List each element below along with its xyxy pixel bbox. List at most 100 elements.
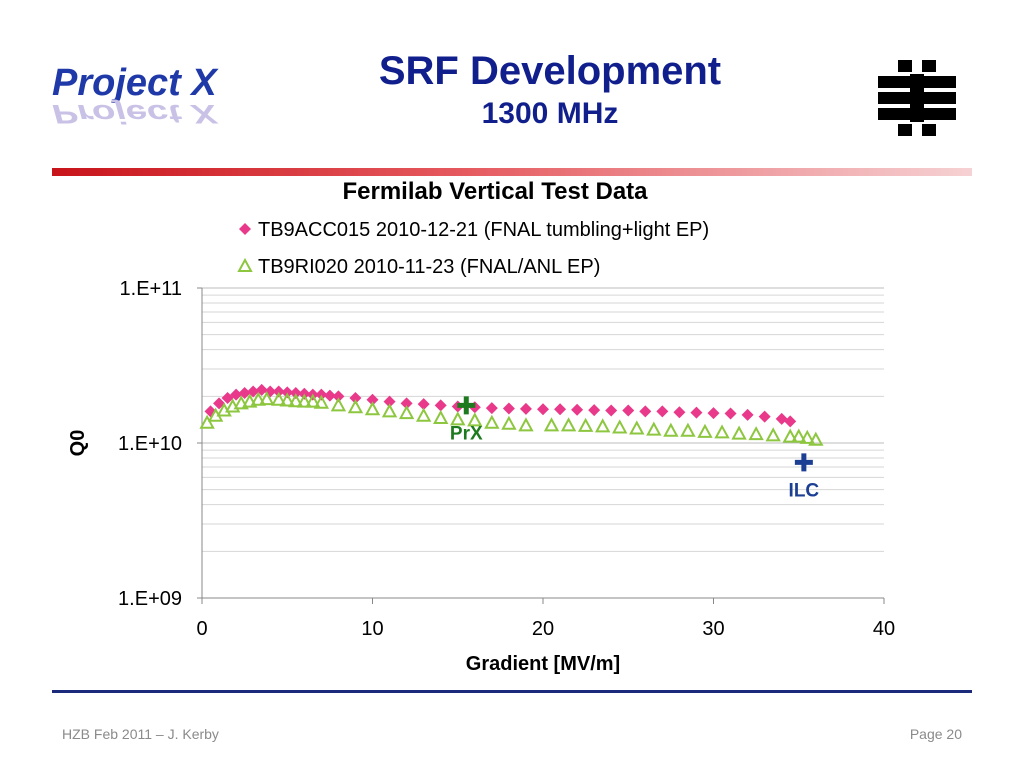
series-1-point xyxy=(238,387,251,400)
series-1-point xyxy=(485,402,498,415)
series-2-point xyxy=(415,407,432,422)
chart-title: Fermilab Vertical Test Data xyxy=(342,178,648,205)
series-2-point xyxy=(594,418,611,433)
series-2-point xyxy=(799,429,815,444)
series-2-point xyxy=(364,401,381,416)
series-2-point xyxy=(233,395,249,410)
series-1-point xyxy=(571,403,584,416)
series-2-point xyxy=(697,423,713,438)
series-2-point xyxy=(791,428,807,443)
legend-label-series-2: TB9RI020 2010-11-23 (FNAL/ANL EP) xyxy=(258,256,600,278)
x-axis-label: Gradient [MV/m] xyxy=(466,653,620,675)
series-1-point xyxy=(519,402,532,415)
y-tick-labels: 1.E+09 1.E+10 1.E+11 xyxy=(118,278,202,610)
series-2-point xyxy=(680,422,696,437)
annotation-prx-label: PrX xyxy=(450,423,483,444)
legend-marker-triangle xyxy=(237,257,253,272)
legend-marker-diamond xyxy=(239,223,251,235)
footer-author: HZB Feb 2011 – J. Kerby xyxy=(62,726,219,742)
series-2-point xyxy=(577,417,594,432)
series-2-point xyxy=(296,393,312,408)
slide-subtitle: 1300 MHz xyxy=(481,97,619,130)
series-2-point xyxy=(259,390,275,406)
series-2-point xyxy=(560,417,577,432)
series-2-point xyxy=(288,393,304,408)
series-1-point xyxy=(605,404,618,417)
slide-title-block: SRF Development 1300 MHz xyxy=(300,48,800,134)
q0-vs-gradient-chart: Fermilab Vertical Test Data TB9ACC015 20… xyxy=(67,178,895,675)
slide-title: SRF Development xyxy=(378,49,722,93)
series-1-point xyxy=(230,388,243,401)
series-2-point xyxy=(467,412,483,427)
series-2-point xyxy=(629,420,645,435)
series-1-point xyxy=(289,387,302,400)
series-1-point xyxy=(332,390,345,403)
x-tick-label: 0 xyxy=(196,618,207,640)
series-1-point xyxy=(417,398,430,411)
y-tick-label: 1.E+10 xyxy=(118,433,182,455)
series-2-point xyxy=(398,404,415,420)
series-2-point xyxy=(250,391,266,406)
x-tick-label: 40 xyxy=(873,618,895,640)
series-1-point xyxy=(707,407,720,420)
series-2-point xyxy=(808,431,824,446)
series-2-point xyxy=(782,428,798,443)
x-tick-labels: 0 10 20 30 40 xyxy=(196,598,895,640)
gridlines xyxy=(202,287,884,599)
project-x-logo-text: Project X xyxy=(52,62,217,104)
series-1-point xyxy=(656,405,669,418)
series-2-point xyxy=(271,391,287,406)
series-2-point xyxy=(484,414,500,429)
series-2-point xyxy=(242,393,258,408)
series-2-point xyxy=(347,399,364,414)
series-1-point xyxy=(673,406,686,419)
x-tick-label: 10 xyxy=(361,618,383,640)
project-x-logo: Project X Project X xyxy=(52,62,242,142)
series-1-point xyxy=(622,404,635,417)
series-2-point xyxy=(663,422,679,437)
series-1-point xyxy=(775,412,788,425)
fermilab-logo-icon xyxy=(878,60,956,136)
annotation-prx-marker xyxy=(457,396,476,415)
series-2-point xyxy=(518,417,534,432)
y-tick-label: 1.E+09 xyxy=(118,588,182,610)
series-2-point xyxy=(313,394,330,409)
series-1-point xyxy=(272,385,285,398)
series-1-point xyxy=(434,399,447,412)
x-tick-label: 30 xyxy=(702,618,724,640)
series-1-point xyxy=(537,403,549,416)
series-1-point xyxy=(366,393,379,406)
series-2-point xyxy=(330,397,347,412)
series-2-point xyxy=(450,411,466,426)
series-2-point xyxy=(748,426,764,441)
series-2-point xyxy=(279,392,295,407)
series-2-point xyxy=(646,421,662,436)
series-1-point xyxy=(383,395,396,408)
series-1-point xyxy=(323,389,336,402)
series-1-point xyxy=(588,404,601,417)
series-1-point xyxy=(758,410,771,423)
series-2-point xyxy=(765,427,781,442)
series-2-point xyxy=(612,419,628,434)
legend: TB9ACC015 2010-12-21 (FNAL tumbling+ligh… xyxy=(237,219,709,278)
series-2-points xyxy=(199,390,824,446)
footer-divider xyxy=(52,690,972,693)
series-1-point xyxy=(554,403,567,416)
series-2-point xyxy=(501,415,517,430)
series-2-point xyxy=(433,409,449,424)
y-axis-label: Q0 xyxy=(67,430,89,457)
series-2-point xyxy=(731,425,747,440)
x-tick-label: 20 xyxy=(532,618,554,640)
series-1-point xyxy=(784,415,797,428)
annotation-ilc-label: ILC xyxy=(789,480,820,501)
series-1-point xyxy=(724,407,737,420)
annotations: PrX ILC xyxy=(450,396,820,501)
series-1-point xyxy=(502,402,515,415)
series-1-point xyxy=(639,405,652,418)
legend-label-series-1: TB9ACC015 2010-12-21 (FNAL tumbling+ligh… xyxy=(258,219,709,241)
annotation-ilc-marker xyxy=(794,453,813,472)
series-2-point xyxy=(199,414,215,429)
series-2-point xyxy=(543,417,560,432)
series-2-point xyxy=(381,403,398,418)
footer-page-number: Page 20 xyxy=(909,726,962,742)
